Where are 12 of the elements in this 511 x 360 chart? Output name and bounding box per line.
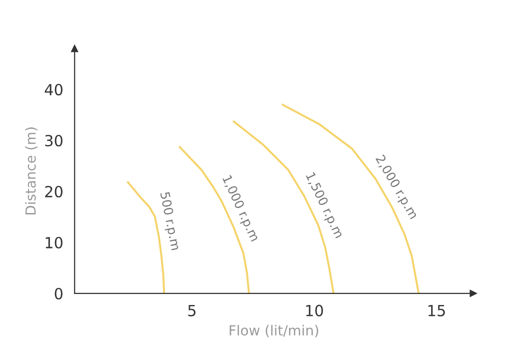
y-tick-label: 0 [54, 288, 62, 300]
x-axis-title: Flow (lit/min) [230, 324, 318, 338]
line-series [282, 104, 420, 294]
x-tick-label: 5 [188, 304, 196, 316]
text: 500 r.p.m [158, 192, 181, 251]
y-tick-label: 30 [45, 134, 62, 146]
y-tick-label: 40 [44, 84, 62, 96]
y-tick-label: 10 [46, 236, 62, 248]
y-tick-label: 20 [45, 186, 62, 198]
x-tick-label: 15 [428, 304, 445, 316]
y-axis-title: Distance (m) [25, 127, 38, 214]
x-tick-label: 10 [306, 304, 323, 316]
